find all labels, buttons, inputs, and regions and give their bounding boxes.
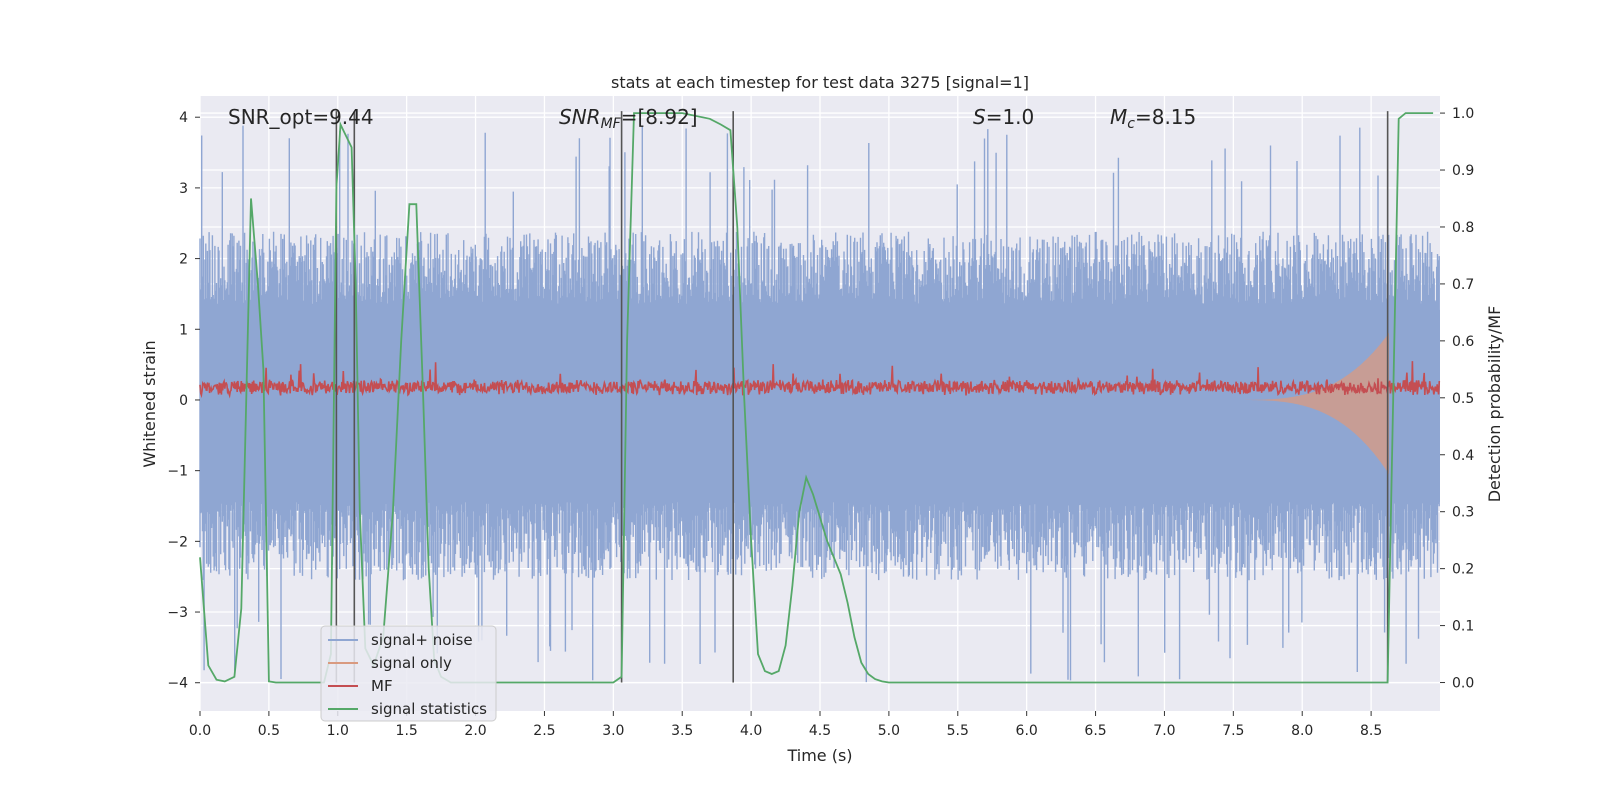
y-tick-label-left: 4 bbox=[179, 110, 188, 126]
signal-only-envelope bbox=[1233, 332, 1389, 475]
mf-series bbox=[199, 361, 1441, 399]
axis-ticks: 0.0 0.5 1.0 1.5 2.0 2.5 3.0 3.5 4.0 4.5 5.0 5.5 6.0 6… bbox=[167, 106, 1474, 739]
mf-line bbox=[199, 361, 1441, 399]
y-tick-label-left: −1 bbox=[167, 464, 188, 480]
y-axis-label-left: Whitened strain bbox=[140, 340, 159, 467]
annotation-snr-mf: SNRMF=[8.92] bbox=[559, 105, 698, 132]
x-tick-label: 8.5 bbox=[1360, 723, 1382, 739]
y-tick-label-left: 0 bbox=[179, 393, 188, 409]
x-tick-label: 6.5 bbox=[1084, 723, 1106, 739]
x-tick-label: 1.5 bbox=[396, 723, 418, 739]
legend: signal+ noise signal only MF signal stat… bbox=[320, 625, 497, 722]
y-tick-label-left: 2 bbox=[179, 252, 188, 268]
snr-mf-main: SNR bbox=[559, 105, 601, 129]
x-tick-label: 7.0 bbox=[1153, 723, 1175, 739]
y-tick-label-right: 0.0 bbox=[1452, 676, 1474, 692]
y-tick-label-right: 0.9 bbox=[1452, 163, 1474, 179]
noise-series bbox=[199, 125, 1440, 683]
y-tick-label-right: 0.5 bbox=[1452, 391, 1474, 407]
s-rest: =1.0 bbox=[986, 105, 1035, 129]
y-tick-label-right: 0.1 bbox=[1452, 619, 1474, 635]
y-tick-label-left: −2 bbox=[167, 534, 188, 550]
y-tick-label-right: 0.4 bbox=[1452, 448, 1474, 464]
x-tick-label: 6.0 bbox=[1016, 723, 1038, 739]
x-tick-label: 3.5 bbox=[671, 723, 693, 739]
x-tick-label: 5.0 bbox=[878, 723, 900, 739]
y-tick-label-right: 0.8 bbox=[1452, 220, 1474, 236]
mc-sub: c bbox=[1127, 116, 1135, 132]
signal-statistics-line bbox=[199, 112, 1434, 684]
x-tick-label: 7.5 bbox=[1222, 723, 1244, 739]
y-tick-label-left: −3 bbox=[167, 605, 188, 621]
snr-mf-rest: =[8.92] bbox=[621, 105, 698, 129]
x-tick-label: 4.0 bbox=[740, 723, 762, 739]
x-tick-label: 8.0 bbox=[1291, 723, 1313, 739]
y-tick-label-left: 3 bbox=[179, 181, 188, 197]
y-tick-label-right: 1.0 bbox=[1452, 106, 1474, 122]
s-main: S bbox=[973, 105, 986, 129]
annotation-s: S=1.0 bbox=[973, 105, 1034, 129]
x-tick-label: 5.5 bbox=[947, 723, 969, 739]
legend-box bbox=[320, 625, 497, 722]
x-tick-label: 1.0 bbox=[327, 723, 349, 739]
y-tick-label-left: −4 bbox=[167, 676, 188, 692]
annotation-mc: Mc=8.15 bbox=[1110, 105, 1196, 132]
y-tick-label-right: 0.2 bbox=[1452, 562, 1474, 578]
y-axis-label-right: Detection probability/MF bbox=[1485, 306, 1504, 503]
legend-label-noise: signal+ noise bbox=[371, 631, 473, 649]
y-tick-label-left: 1 bbox=[179, 322, 188, 338]
legend-label-mf: MF bbox=[371, 677, 393, 695]
x-tick-label: 2.0 bbox=[464, 723, 486, 739]
x-tick-label: 0.0 bbox=[189, 723, 211, 739]
y-tick-label-right: 0.3 bbox=[1452, 505, 1474, 521]
x-tick-label: 2.5 bbox=[533, 723, 555, 739]
x-axis-label: Time (s) bbox=[786, 746, 852, 765]
x-tick-label: 4.5 bbox=[809, 723, 831, 739]
signal-statistics-series bbox=[199, 112, 1434, 684]
mc-main: M bbox=[1110, 105, 1127, 129]
y-tick-label-right: 0.6 bbox=[1452, 334, 1474, 350]
chart-title: stats at each timestep for test data 327… bbox=[611, 73, 1029, 92]
signal-only-series bbox=[1233, 332, 1389, 475]
legend-label-stats: signal statistics bbox=[371, 700, 487, 718]
snr-mf-sub: MF bbox=[601, 116, 622, 132]
x-tick-label: 3.0 bbox=[602, 723, 624, 739]
mc-rest: =8.15 bbox=[1135, 105, 1196, 129]
x-tick-label: 0.5 bbox=[258, 723, 280, 739]
y-tick-label-right: 0.7 bbox=[1452, 277, 1474, 293]
annotation-snr-opt: SNR_opt=9.44 bbox=[228, 105, 374, 129]
detection-markers bbox=[335, 111, 1389, 683]
legend-label-signal: signal only bbox=[371, 654, 452, 672]
